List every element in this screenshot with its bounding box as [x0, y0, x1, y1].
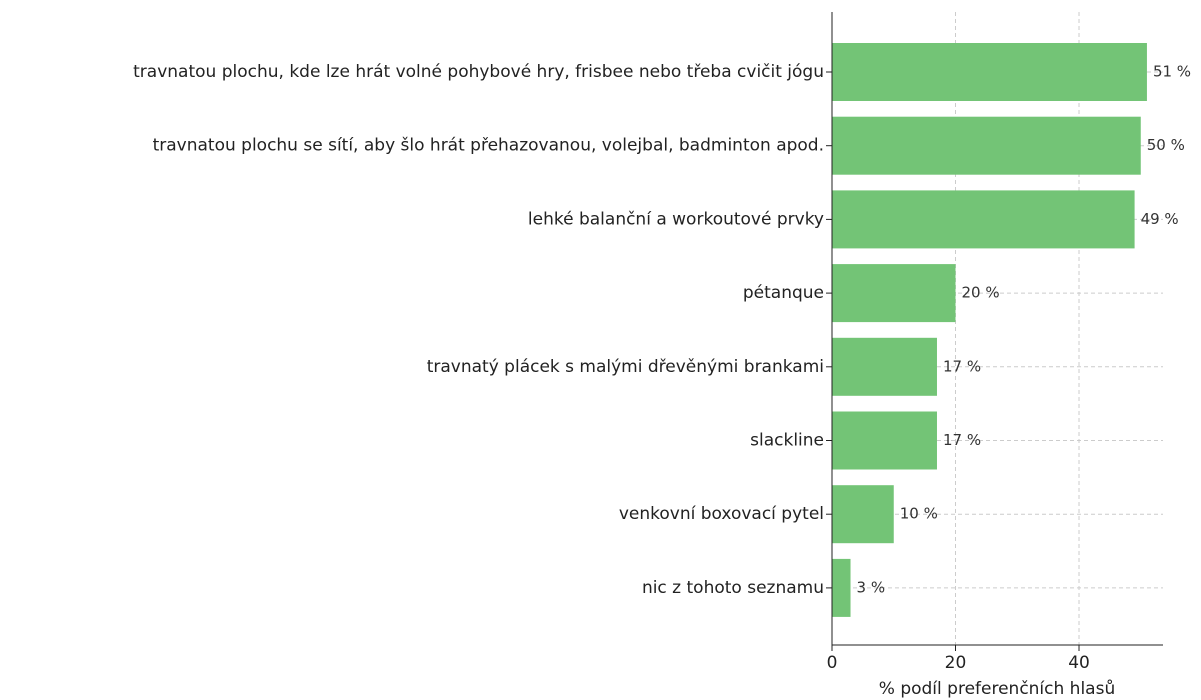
y-tick-label: nic z tohoto seznamu: [642, 578, 824, 598]
y-tick-label: venkovní boxovací pytel: [619, 504, 824, 524]
y-tick-label: slackline: [750, 431, 824, 451]
x-tick-label: 0: [827, 653, 838, 673]
bar: [832, 190, 1135, 249]
y-tick-label: travnatou plochu, kde lze hrát volné poh…: [133, 62, 824, 82]
x-tick-label: 40: [1068, 653, 1090, 673]
value-label: 10 %: [900, 505, 938, 523]
bar: [832, 337, 937, 396]
y-tick-label: pétanque: [743, 283, 824, 303]
y-tick-label: lehké balanční a workoutové prvky: [528, 209, 824, 229]
y-tick-label: travnatý plácek s malými dřevěnými brank…: [427, 357, 824, 377]
x-axis-label: % podíl preferenčních hlasů: [879, 679, 1115, 699]
bar: [832, 116, 1141, 175]
bar: [832, 264, 956, 323]
value-label: 51 %: [1153, 63, 1191, 81]
value-label: 20 %: [962, 284, 1000, 302]
bar: [832, 411, 937, 470]
value-label: 17 %: [943, 431, 981, 449]
bar: [832, 485, 894, 544]
value-label: 50 %: [1147, 136, 1185, 154]
value-label: 17 %: [943, 357, 981, 375]
value-label: 3 %: [857, 578, 886, 596]
y-tick-label: travnatou plochu se sítí, aby šlo hrát p…: [153, 136, 824, 156]
x-tick-label: 20: [945, 653, 967, 673]
value-label: 49 %: [1141, 210, 1179, 228]
bar: [832, 558, 851, 617]
bar: [832, 43, 1147, 101]
